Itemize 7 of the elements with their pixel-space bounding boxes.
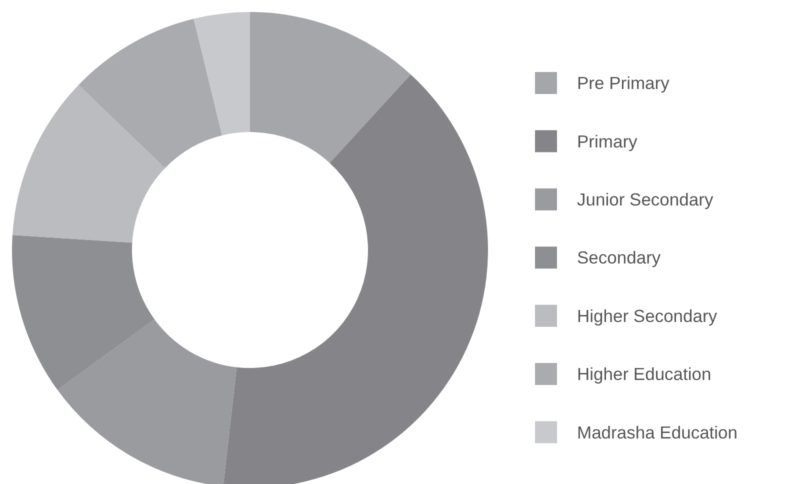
legend-label: Higher Education — [577, 364, 712, 384]
legend-label: Madrasha Education — [577, 422, 738, 442]
legend-label: Higher Secondary — [577, 306, 718, 326]
legend-label: Junior Secondary — [577, 190, 714, 210]
legend-label: Secondary — [577, 248, 661, 268]
legend-label: Pre Primary — [577, 73, 670, 94]
legend-label: Primary — [577, 131, 638, 152]
